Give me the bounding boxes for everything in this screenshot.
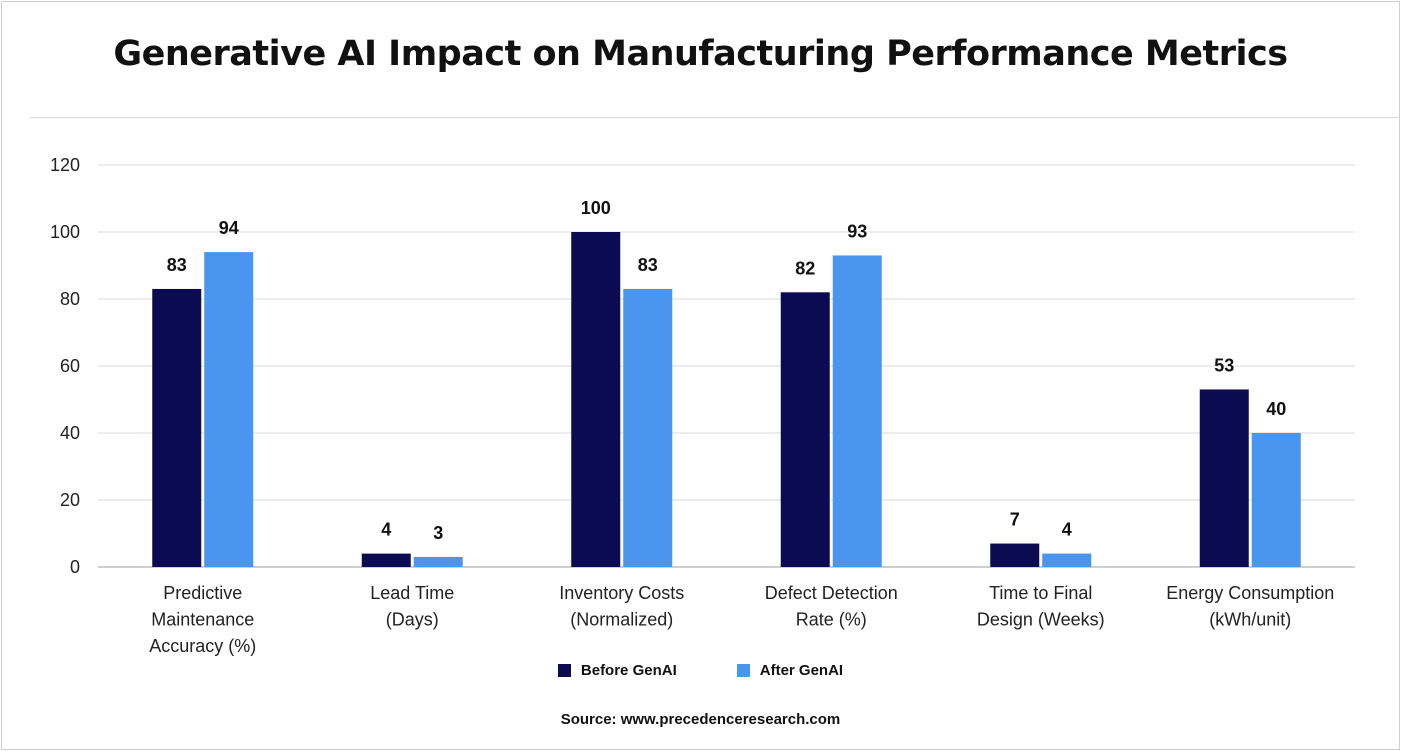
y-tick-label: 0 <box>70 557 80 577</box>
data-label: 4 <box>381 520 391 540</box>
y-tick-label: 80 <box>60 289 80 309</box>
legend-label-before: Before GenAI <box>580 662 677 679</box>
data-label: 40 <box>1266 399 1286 419</box>
data-label: 83 <box>638 255 658 275</box>
legend-swatch-before <box>557 664 571 677</box>
data-label: 94 <box>219 218 239 238</box>
data-label: 53 <box>1214 355 1234 375</box>
bar-before-genai <box>152 288 202 567</box>
data-label: 93 <box>847 221 867 241</box>
x-category-label: Energy Consumption <box>1166 583 1334 603</box>
bar-after-genai <box>413 556 463 567</box>
bar-before-genai <box>780 292 830 567</box>
x-category-label: Defect Detection <box>765 583 898 603</box>
x-category-label: Accuracy (%) <box>149 636 256 656</box>
bar-before-genai <box>990 543 1040 567</box>
bar-after-genai <box>623 288 673 567</box>
bar-after-genai <box>1042 553 1092 567</box>
chart-title: Generative AI Impact on Manufacturing Pe… <box>113 34 1288 74</box>
bar-after-genai <box>832 255 882 567</box>
x-category-label: Design (Weeks) <box>977 610 1105 630</box>
data-label: 7 <box>1010 510 1020 530</box>
y-tick-label: 120 <box>50 155 80 175</box>
x-category-label: Inventory Costs <box>559 583 684 603</box>
legend-item-before: Before GenAI <box>557 662 677 679</box>
legend-swatch-after <box>736 664 750 677</box>
legend: Before GenAI After GenAI <box>0 662 1401 679</box>
y-tick-label: 60 <box>60 356 80 376</box>
data-label: 100 <box>581 198 611 218</box>
bar-after-genai <box>204 252 254 567</box>
x-category-label: Maintenance <box>151 610 254 630</box>
data-label: 3 <box>433 523 443 543</box>
x-category-label: Predictive <box>163 583 242 603</box>
x-category-label: Time to Final <box>989 583 1092 603</box>
source-note: Source: www.precedenceresearch.com <box>560 711 841 728</box>
bar-after-genai <box>1251 433 1301 567</box>
data-label: 82 <box>795 258 815 278</box>
title-divider <box>30 117 1398 118</box>
y-tick-label: 20 <box>60 490 80 510</box>
legend-item-after: After GenAI <box>736 662 844 679</box>
x-category-label: (Days) <box>386 610 439 630</box>
x-category-label: Lead Time <box>370 583 454 603</box>
data-label: 83 <box>167 255 187 275</box>
legend-label-after: After GenAI <box>759 662 844 679</box>
bar-before-genai <box>571 232 621 567</box>
x-category-label: Rate (%) <box>796 610 867 630</box>
y-tick-label: 100 <box>50 222 80 242</box>
x-category-label: (Normalized) <box>570 610 673 630</box>
bar-before-genai <box>1199 389 1249 567</box>
y-tick-label: 40 <box>60 423 80 443</box>
bar-before-genai <box>361 553 411 567</box>
data-label: 4 <box>1062 520 1072 540</box>
x-category-label: (kWh/unit) <box>1209 610 1291 630</box>
